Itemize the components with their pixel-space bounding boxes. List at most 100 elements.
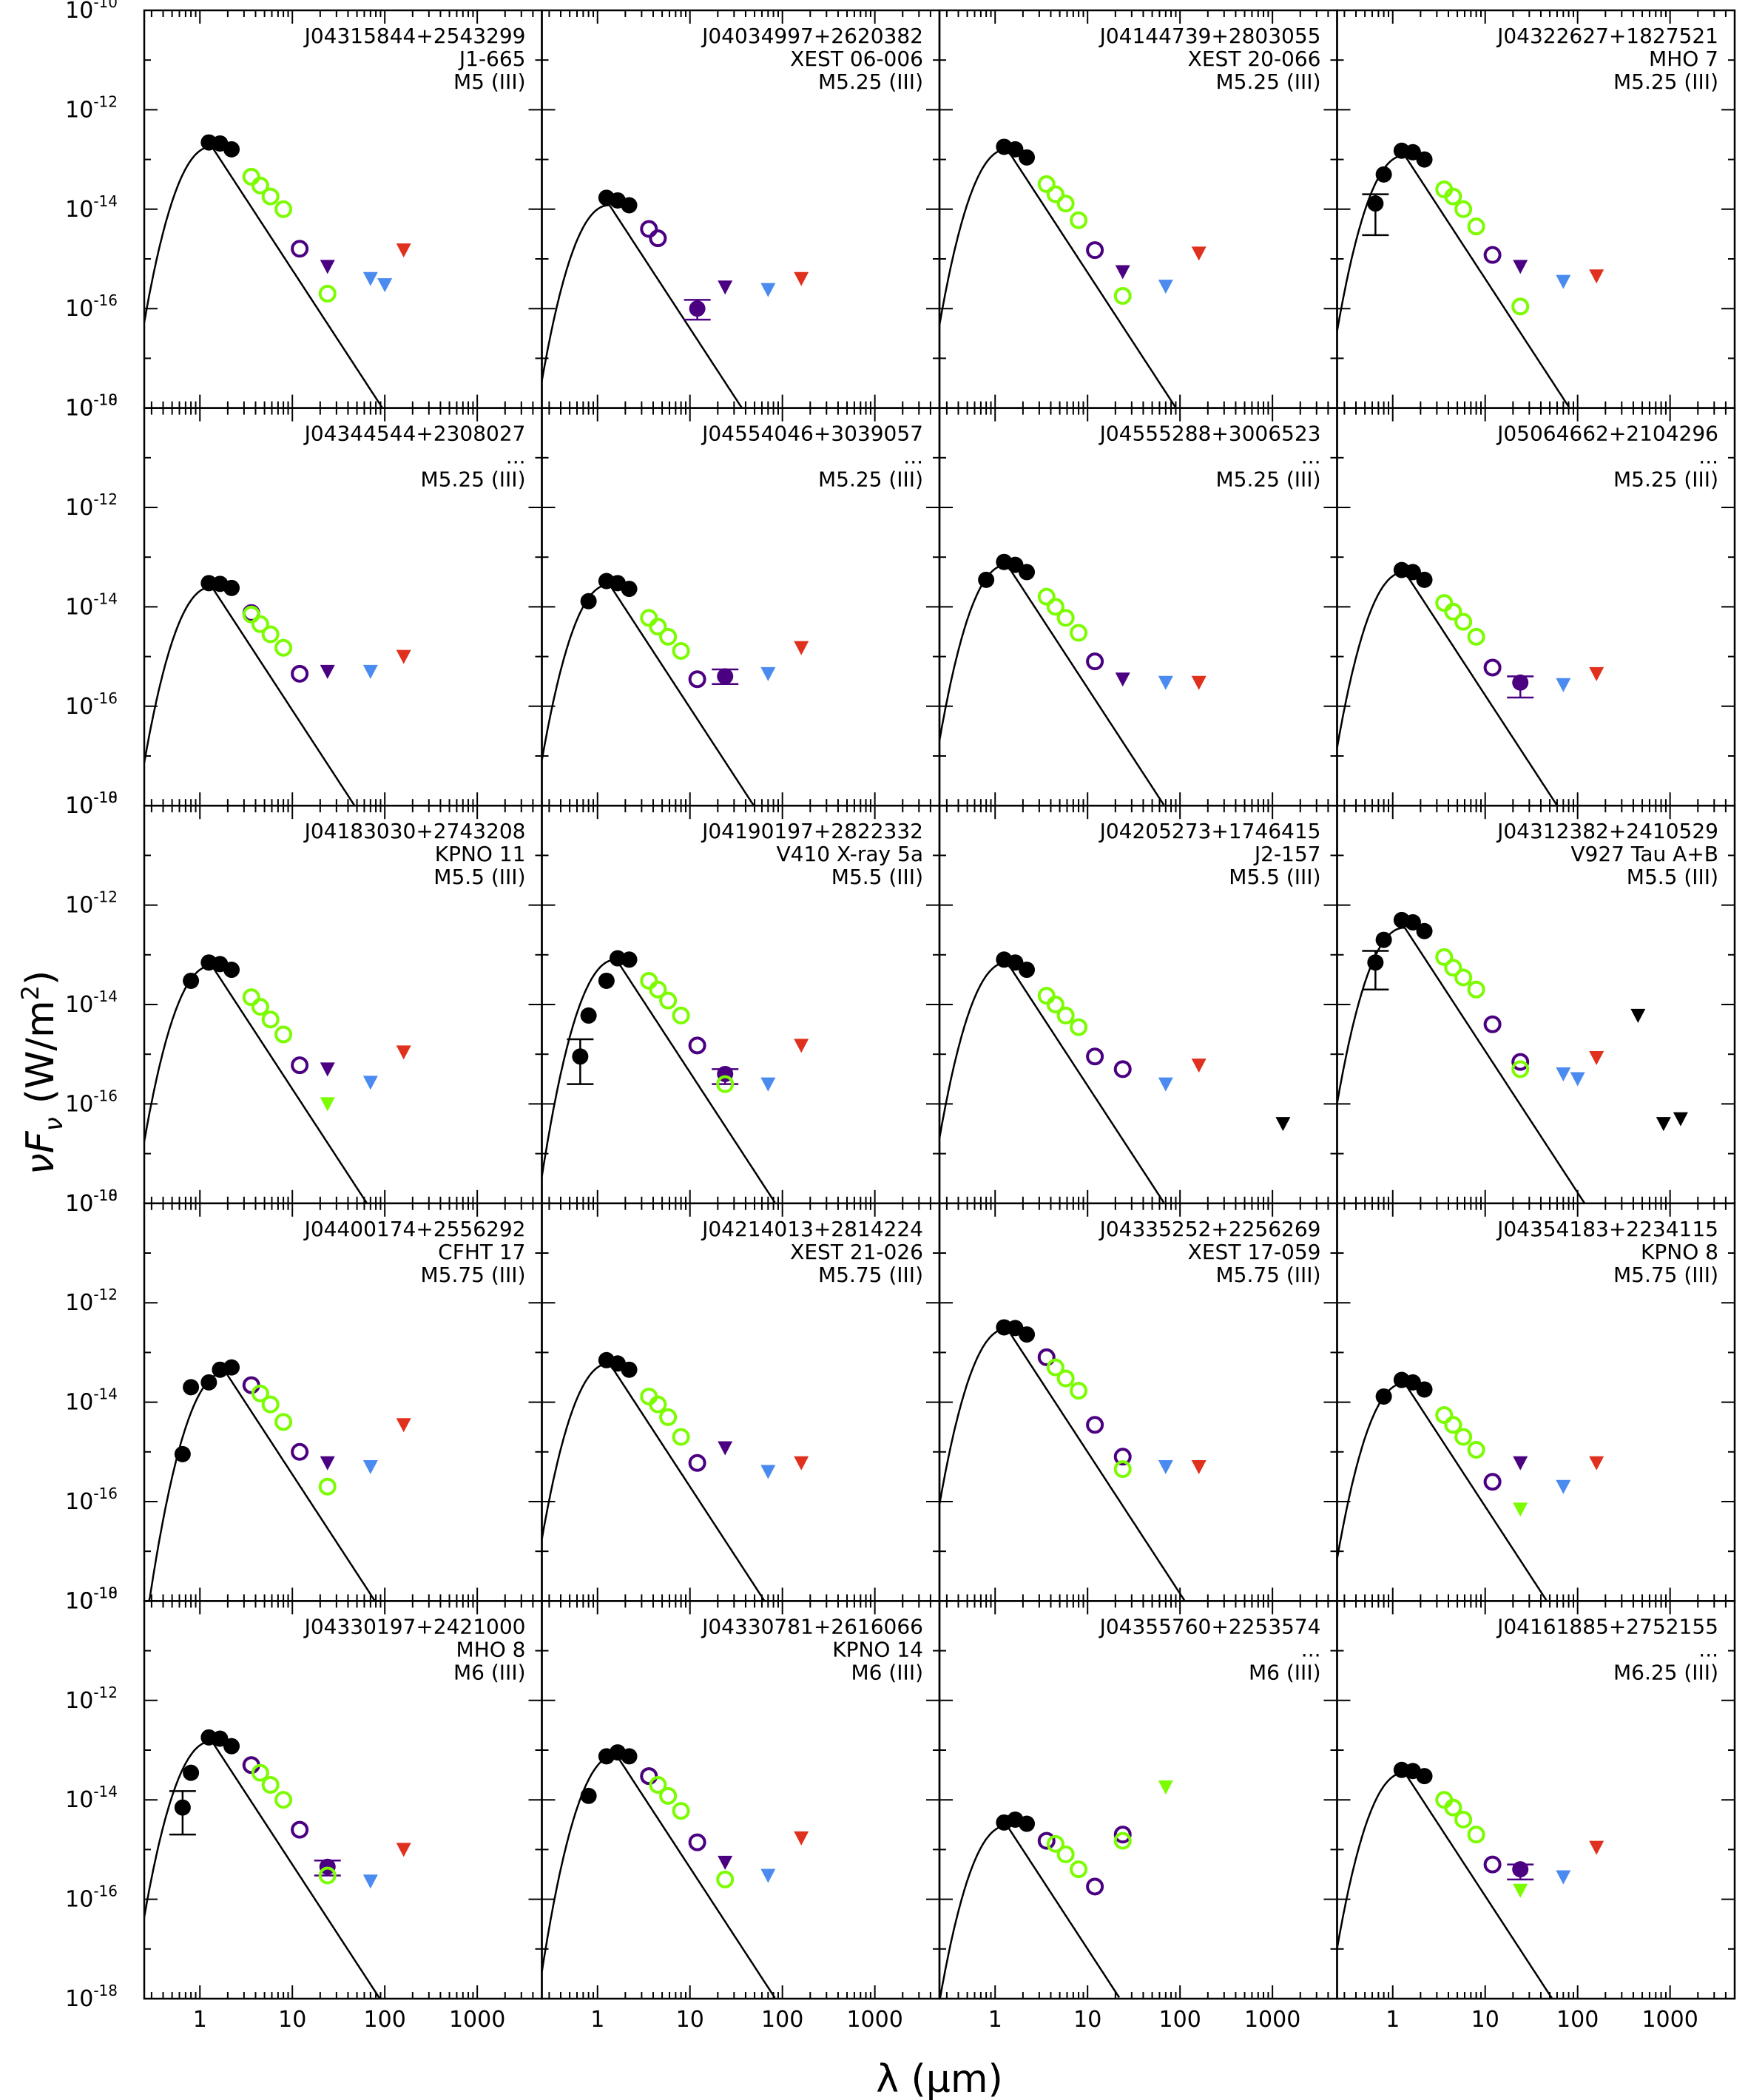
upper-limit: [760, 666, 776, 681]
upper-limit: [1191, 246, 1207, 261]
data-point: [1019, 149, 1036, 166]
upper-limit: [1556, 1067, 1571, 1081]
upper-limit: [760, 283, 776, 297]
data-point: [274, 1791, 293, 1809]
y-label-sup: 2: [16, 985, 44, 1000]
data-point: [640, 609, 658, 627]
x-tick-label: 1: [193, 2007, 207, 2033]
data-point: [291, 1056, 309, 1075]
data-point: [291, 1442, 309, 1461]
x-tick-label: 1000: [1641, 2007, 1698, 2033]
upper-limit: [1556, 678, 1571, 692]
data-point: [174, 1445, 191, 1462]
data-point: [621, 1361, 638, 1378]
data-point: [291, 664, 309, 683]
model-curve: [143, 965, 368, 1204]
data-point: [672, 641, 690, 660]
upper-limit: [1275, 1117, 1291, 1132]
panel: 10-1010-1210-1410-1610-18J04400174+25562…: [65, 1186, 543, 1614]
upper-limit: [1158, 1460, 1173, 1475]
data-point: [183, 972, 200, 989]
data-point: [1404, 564, 1421, 581]
data-point: [580, 1787, 597, 1804]
spectral-type: M5.75 (III): [1215, 1263, 1320, 1287]
y-tick-exponent: -12: [93, 1286, 118, 1303]
y-tick-label: 10-10: [65, 789, 118, 819]
y-tick-exponent: -14: [93, 987, 118, 1005]
data-point: [261, 187, 280, 206]
upper-limit: [794, 271, 809, 286]
y-label-sub: ν: [39, 1117, 69, 1131]
model-curve: [143, 586, 355, 806]
source-id: J04555288+3006523: [1099, 422, 1321, 446]
data-point: [1435, 948, 1454, 966]
x-tick-label: 1: [590, 2007, 604, 2033]
source-alias: XEST 06-006: [790, 47, 923, 71]
panel: 1 10 100 1000 J04355760+2253574...M6 (III): [938, 1600, 1338, 2033]
data-point: [223, 1359, 240, 1376]
spectral-type: M5.75 (III): [818, 1263, 923, 1287]
y-tick-label: 10-16: [65, 1485, 118, 1515]
source-alias: KPNO 11: [435, 842, 526, 866]
y-tick-label: 10-10: [65, 391, 118, 422]
y-tick-exponent: -16: [93, 1087, 118, 1104]
spectral-type: M5.25 (III): [818, 70, 923, 94]
upper-limit: [760, 1868, 776, 1883]
y-tick-label: 10-10: [65, 1186, 118, 1217]
x-tick-label: 10: [1471, 2007, 1499, 2033]
data-point: [1070, 1860, 1088, 1879]
source-id: J04400174+2556292: [303, 1217, 526, 1241]
y-axis-label: νFν (W/m2): [16, 970, 69, 1175]
data-point: [1483, 658, 1502, 677]
spectral-type: M5.25 (III): [1215, 467, 1320, 492]
model-curve: [1336, 155, 1570, 408]
spectral-type: M5.25 (III): [1215, 70, 1320, 94]
data-point: [672, 1428, 690, 1446]
source-alias: V927 Tau A+B: [1570, 842, 1718, 866]
data-point: [716, 1870, 735, 1888]
upper-limit: [1589, 269, 1604, 284]
y-tick-exponent: -12: [93, 490, 118, 508]
y-tick-exponent: -16: [93, 1485, 118, 1502]
data-point: [688, 1454, 706, 1472]
model-curve: [541, 584, 755, 806]
data-point: [1454, 1810, 1473, 1829]
data-point: [649, 980, 667, 999]
data-point: [274, 200, 293, 218]
data-point: [1367, 954, 1384, 971]
y-tick-exponent: -18: [93, 1584, 118, 1601]
data-point: [291, 240, 309, 258]
data-point: [223, 1738, 240, 1755]
upper-limit: [320, 1456, 335, 1471]
model-curve: [1336, 1382, 1548, 1601]
data-point: [1037, 987, 1056, 1005]
data-point: [212, 1730, 229, 1747]
y-tick-label: 10-12: [65, 888, 118, 919]
upper-limit: [362, 1460, 378, 1475]
model-curve: [144, 1371, 376, 1602]
source-alias: ...: [1301, 1637, 1321, 1661]
source-id: J05064662+2104296: [1496, 422, 1718, 446]
data-point: [621, 1748, 638, 1765]
panel: 1 10 100 1000 10-10 10-12 10-14 10-16 10-18 J0433…: [65, 1584, 543, 2033]
y-tick-exponent: -10: [93, 1584, 118, 1601]
y-tick-exponent: -10: [93, 1186, 118, 1204]
data-point: [1046, 1834, 1064, 1853]
y-tick-label: 10-18: [65, 789, 118, 819]
data-point: [251, 1763, 269, 1782]
data-point: [1113, 1831, 1132, 1850]
x-tick-label: 100: [761, 2007, 803, 2033]
upper-limit: [396, 1045, 411, 1060]
y-tick-label: 10-10: [65, 1584, 118, 1614]
upper-limit: [794, 641, 809, 655]
data-point: [1444, 187, 1462, 206]
model-curve: [143, 1740, 381, 1999]
y-tick-label: 10-14: [65, 192, 118, 223]
data-point: [1444, 602, 1462, 621]
data-point: [1375, 931, 1392, 948]
panel: 10-1010-1210-1410-1610-18J04315844+25432…: [65, 0, 543, 422]
x-tick-label: 10: [1073, 2007, 1101, 2033]
